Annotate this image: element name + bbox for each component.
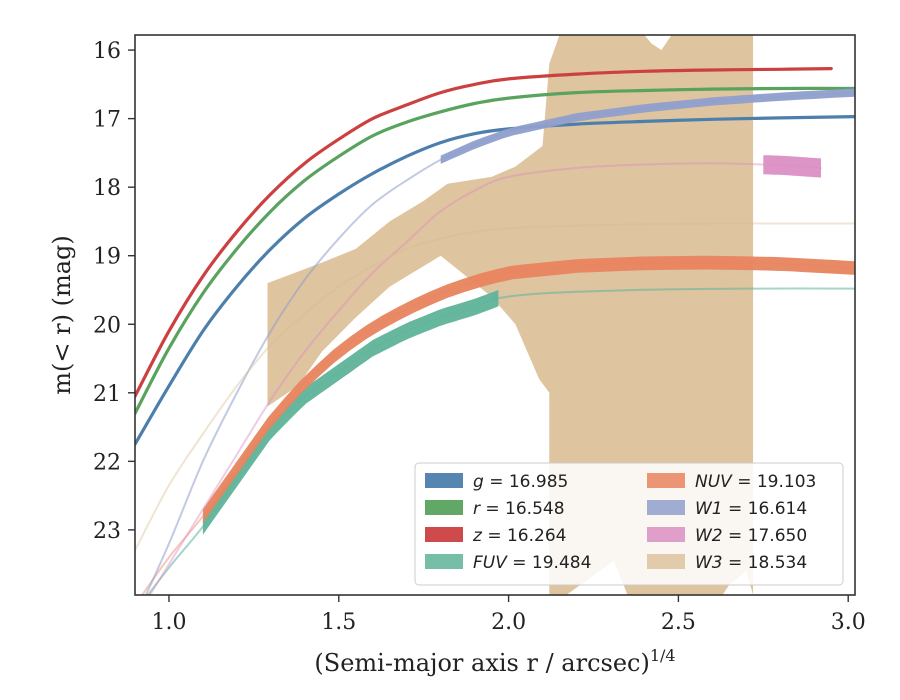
legend-label: FUV = 19.484 [473, 553, 591, 573]
legend-swatch [647, 500, 685, 515]
plot-area [135, 35, 855, 595]
y-tick-label: 20 [93, 313, 121, 338]
y-tick-label: 17 [93, 108, 121, 133]
y-tick-label: 23 [93, 519, 121, 544]
legend-swatch [425, 527, 463, 542]
y-tick-label: 21 [93, 382, 121, 407]
legend-swatch [647, 554, 685, 569]
series-line-w3 [135, 222, 855, 552]
y-tick-label: 19 [93, 245, 121, 270]
y-axis: 16 17 18 19 20 21 22 23 [93, 39, 135, 544]
series-band-w2 [763, 155, 821, 178]
series-band-g [135, 115, 855, 446]
legend-label: r = 16.548 [473, 499, 565, 519]
series-band-w1 [440, 88, 855, 164]
legend-entry-r: r = 16.548 [425, 499, 565, 519]
x-axis-title: (Semi-major axis r / arcsec)1/4 [314, 646, 675, 677]
x-axis-title-text: (Semi-major axis r / arcsec) [314, 649, 649, 677]
y-tick-label: 18 [93, 176, 121, 201]
legend-swatch [425, 554, 463, 569]
x-tick-label: 2.5 [661, 610, 696, 635]
series-band-z [135, 67, 833, 398]
y-axis-title: m(< r) (mag) [48, 235, 76, 394]
legend-entry-w1: W1 = 16.614 [647, 499, 807, 519]
y-tick-label: 16 [93, 39, 121, 64]
legend-swatch [647, 473, 685, 488]
x-tick-label: 3.0 [831, 610, 866, 635]
legend-label: W1 = 16.614 [695, 499, 807, 519]
legend-swatch [647, 527, 685, 542]
series-line-w2 [148, 162, 822, 595]
legend-entry-g: g = 16.985 [425, 472, 568, 492]
x-tick-label: 1.0 [151, 610, 186, 635]
plot-frame [134, 34, 856, 596]
legend-entry-z: z = 16.264 [425, 526, 566, 546]
series-band-r [135, 86, 855, 415]
legend-label: NUV = 19.103 [695, 472, 816, 492]
legend-label: g = 16.985 [473, 472, 568, 492]
legend-swatch [425, 500, 463, 515]
x-tick-label: 1.5 [321, 610, 356, 635]
x-axis-title-power: 1/4 [650, 646, 676, 665]
series-band-w3 [267, 35, 754, 595]
legend-entry-w3: W3 = 18.534 [647, 553, 807, 573]
legend-label: W3 = 18.534 [695, 553, 807, 573]
legend: g = 16.985 r = 16.548 z = 16.264 FUV = 19.4… [414, 462, 844, 586]
legend-entry-nuv: NUV = 19.103 [647, 472, 816, 492]
legend-label: W2 = 17.650 [695, 526, 807, 546]
x-axis: 1.0 1.5 2.0 2.5 3.0 [151, 595, 866, 635]
legend-label: z = 16.264 [472, 526, 566, 546]
x-tick-label: 2.0 [491, 610, 526, 635]
y-tick-label: 22 [93, 450, 121, 475]
series-band-fuv [202, 290, 499, 535]
legend-swatch [425, 473, 463, 488]
legend-entry-fuv: FUV = 19.484 [425, 553, 591, 573]
legend-box [414, 462, 844, 586]
legend-entry-w2: W2 = 17.650 [647, 526, 807, 546]
